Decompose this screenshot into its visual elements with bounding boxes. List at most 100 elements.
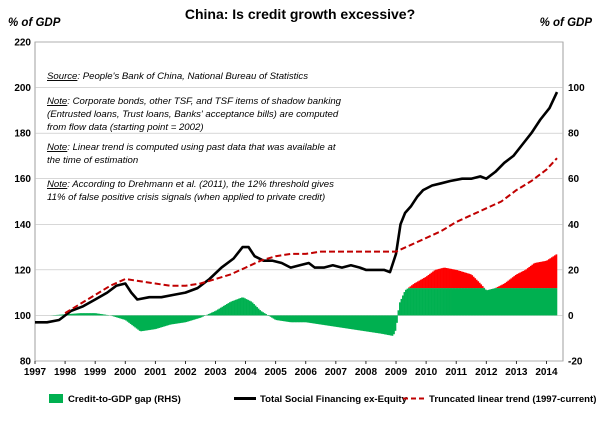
- gap-bar: [218, 308, 221, 316]
- gap-bar: [214, 311, 216, 316]
- gap-bar: [541, 288, 544, 316]
- gap-bar: [322, 315, 325, 325]
- gap-bar: [417, 288, 419, 316]
- gap-bar-excess: [462, 271, 465, 289]
- gap-bar-excess: [420, 279, 422, 289]
- gap-bar: [514, 288, 517, 316]
- gap-bar: [83, 313, 85, 316]
- gap-bar: [547, 288, 550, 316]
- gap-bar: [102, 314, 105, 316]
- gap-bar: [475, 288, 478, 316]
- gap-bar: [344, 315, 347, 329]
- gap-bar: [316, 315, 319, 324]
- gap-bar: [343, 315, 346, 329]
- gap-bar-excess: [412, 284, 415, 289]
- gap-bar: [229, 302, 231, 316]
- gap-bar-excess: [525, 269, 528, 289]
- gap-bar-excess: [460, 271, 463, 289]
- gap-bar: [364, 315, 367, 332]
- right-tick-label: 60: [568, 174, 580, 185]
- gap-bar: [355, 315, 358, 330]
- gap-bar: [433, 288, 436, 316]
- gap-bar-excess: [552, 256, 555, 289]
- gap-bar: [394, 315, 397, 331]
- gap-bar: [477, 288, 480, 316]
- gap-bar: [510, 288, 513, 316]
- gap-bar: [170, 315, 173, 325]
- gap-bar-excess: [511, 277, 514, 289]
- gap-bar: [451, 288, 454, 316]
- gap-bar: [239, 298, 242, 316]
- gap-bar: [104, 314, 107, 316]
- gap-bar: [98, 313, 100, 316]
- gap-bar: [262, 312, 264, 316]
- gap-bar: [71, 313, 73, 316]
- gap-bar: [508, 288, 511, 316]
- gap-bar-excess: [529, 265, 532, 289]
- gap-bar: [296, 315, 299, 323]
- gap-bar: [498, 288, 501, 316]
- gap-bar: [454, 288, 457, 316]
- gap-bar: [520, 288, 523, 316]
- gap-bar-excess: [418, 280, 421, 289]
- gap-bar-excess: [535, 262, 538, 289]
- gap-bar: [415, 288, 418, 316]
- gap-bar-excess: [505, 281, 508, 289]
- gap-bar: [90, 313, 93, 316]
- series-lines: [35, 91, 559, 324]
- gap-bar: [361, 315, 364, 331]
- gap-bar: [313, 315, 316, 324]
- gap-bar: [414, 288, 416, 316]
- gap-bar-excess: [499, 285, 502, 289]
- left-tick-label: 180: [14, 129, 31, 140]
- gap-bar: [396, 315, 398, 323]
- gap-bar: [174, 315, 177, 324]
- gap-bar-excess: [441, 268, 443, 289]
- gap-bar: [438, 288, 440, 316]
- note-label: Note: [47, 96, 67, 107]
- gap-bar: [186, 315, 189, 322]
- gap-bar-excess: [516, 274, 519, 289]
- gap-bar: [206, 314, 209, 316]
- gap-bar: [323, 315, 326, 326]
- gap-bar: [353, 315, 356, 330]
- gap-bar: [164, 315, 167, 327]
- gap-bar: [376, 315, 379, 334]
- right-tick-label: 80: [568, 129, 580, 140]
- gap-bar: [137, 315, 140, 330]
- right-tick-label: 0: [568, 311, 574, 322]
- gap-bar: [140, 315, 143, 332]
- gap-bar: [226, 304, 228, 316]
- gap-bar: [105, 314, 108, 316]
- note-line: the time of estimation: [47, 155, 138, 166]
- right-axis-unit: % of GDP: [540, 17, 593, 29]
- gap-bar: [116, 315, 119, 318]
- gap-bar-excess: [520, 271, 523, 289]
- gap-bar: [248, 300, 251, 316]
- legend: Credit-to-GDP gap (RHS) Total Social Fina…: [49, 394, 596, 405]
- gap-bar-excess: [451, 269, 454, 289]
- gap-bar: [526, 288, 529, 316]
- gap-bar: [247, 299, 249, 316]
- tsf-line: [35, 91, 559, 324]
- gap-bar-excess: [513, 276, 516, 289]
- gap-bar: [80, 313, 82, 316]
- note-label: Note: [47, 142, 67, 153]
- gap-bar-excess: [444, 267, 446, 289]
- gap-bar-excess: [436, 269, 439, 289]
- gap-bar-excess: [502, 283, 505, 289]
- gap-bar: [388, 315, 391, 336]
- gap-bar: [191, 315, 194, 321]
- gap-bar-excess: [448, 268, 451, 289]
- gap-bar: [197, 315, 200, 319]
- gap-bar: [227, 303, 230, 316]
- gap-bar-excess: [426, 276, 428, 289]
- gap-bar: [426, 288, 428, 316]
- legend-label: Credit-to-GDP gap (RHS): [68, 394, 181, 405]
- gap-bar: [176, 315, 179, 324]
- gap-bar: [421, 288, 424, 316]
- gap-bar: [147, 315, 150, 331]
- gap-bar: [305, 315, 308, 323]
- gap-bar: [346, 315, 349, 329]
- gap-bar: [393, 315, 395, 335]
